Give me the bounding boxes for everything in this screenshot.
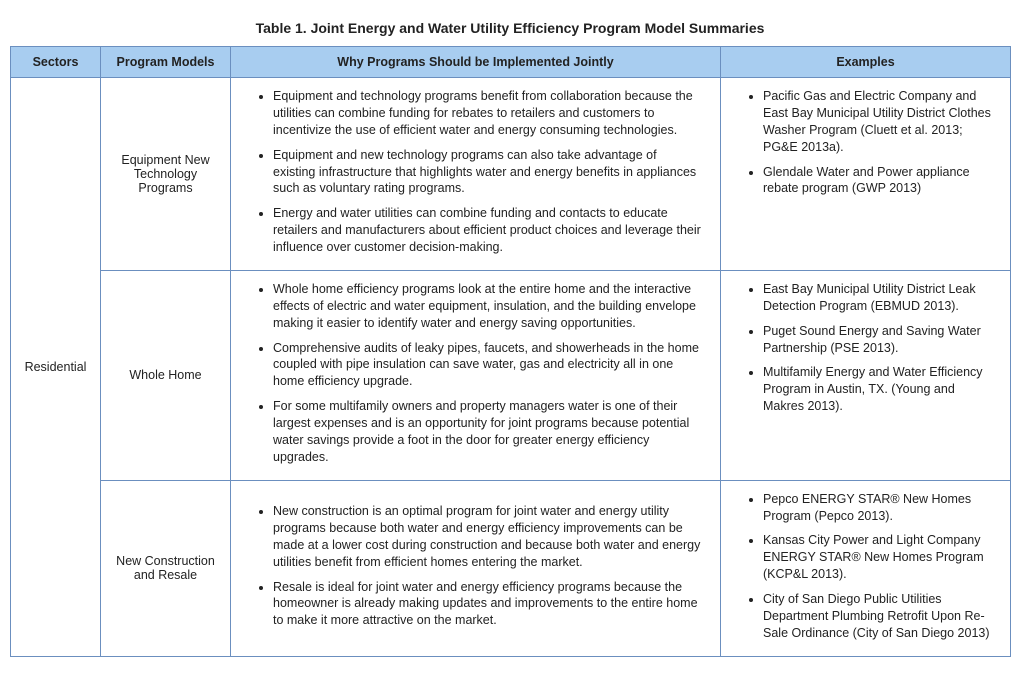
list-item: Multifamily Energy and Water Efficiency …: [763, 364, 1002, 415]
list-item: Kansas City Power and Light Company ENER…: [763, 532, 1002, 583]
list-item: New construction is an optimal program f…: [273, 503, 712, 571]
table-row: Residential Equipment New Technology Pro…: [11, 78, 1011, 271]
why-list: New construction is an optimal program f…: [239, 503, 712, 629]
col-header-sectors: Sectors: [11, 47, 101, 78]
list-item: Puget Sound Energy and Saving Water Part…: [763, 323, 1002, 357]
list-item: Pepco ENERGY STAR® New Homes Program (Pe…: [763, 491, 1002, 525]
sector-cell: Residential: [11, 78, 101, 657]
col-header-program: Program Models: [101, 47, 231, 78]
program-model-cell: New Construction and Resale: [101, 480, 231, 656]
why-cell: New construction is an optimal program f…: [231, 480, 721, 656]
list-item: Whole home efficiency programs look at t…: [273, 281, 712, 332]
table-row: New Construction and Resale New construc…: [11, 480, 1011, 656]
examples-cell: Pacific Gas and Electric Company and Eas…: [721, 78, 1011, 271]
list-item: Glendale Water and Power appliance rebat…: [763, 164, 1002, 198]
examples-list: Pepco ENERGY STAR® New Homes Program (Pe…: [729, 491, 1002, 642]
why-cell: Equipment and technology programs benefi…: [231, 78, 721, 271]
list-item: Resale is ideal for joint water and ener…: [273, 579, 712, 630]
program-model-cell: Equipment New Technology Programs: [101, 78, 231, 271]
examples-list: Pacific Gas and Electric Company and Eas…: [729, 88, 1002, 197]
list-item: Energy and water utilities can combine f…: [273, 205, 712, 256]
header-row: Sectors Program Models Why Programs Shou…: [11, 47, 1011, 78]
why-list: Whole home efficiency programs look at t…: [239, 281, 712, 466]
examples-list: East Bay Municipal Utility District Leak…: [729, 281, 1002, 415]
list-item: East Bay Municipal Utility District Leak…: [763, 281, 1002, 315]
list-item: For some multifamily owners and property…: [273, 398, 712, 466]
why-cell: Whole home efficiency programs look at t…: [231, 270, 721, 480]
summary-table: Sectors Program Models Why Programs Shou…: [10, 46, 1011, 657]
program-model-cell: Whole Home: [101, 270, 231, 480]
table-title: Table 1. Joint Energy and Water Utility …: [10, 20, 1010, 36]
col-header-why: Why Programs Should be Implemented Joint…: [231, 47, 721, 78]
col-header-examples: Examples: [721, 47, 1011, 78]
list-item: Comprehensive audits of leaky pipes, fau…: [273, 340, 712, 391]
list-item: City of San Diego Public Utilities Depar…: [763, 591, 1002, 642]
why-list: Equipment and technology programs benefi…: [239, 88, 712, 256]
list-item: Pacific Gas and Electric Company and Eas…: [763, 88, 1002, 156]
list-item: Equipment and new technology programs ca…: [273, 147, 712, 198]
table-row: Whole Home Whole home efficiency program…: [11, 270, 1011, 480]
list-item: Equipment and technology programs benefi…: [273, 88, 712, 139]
examples-cell: East Bay Municipal Utility District Leak…: [721, 270, 1011, 480]
examples-cell: Pepco ENERGY STAR® New Homes Program (Pe…: [721, 480, 1011, 656]
